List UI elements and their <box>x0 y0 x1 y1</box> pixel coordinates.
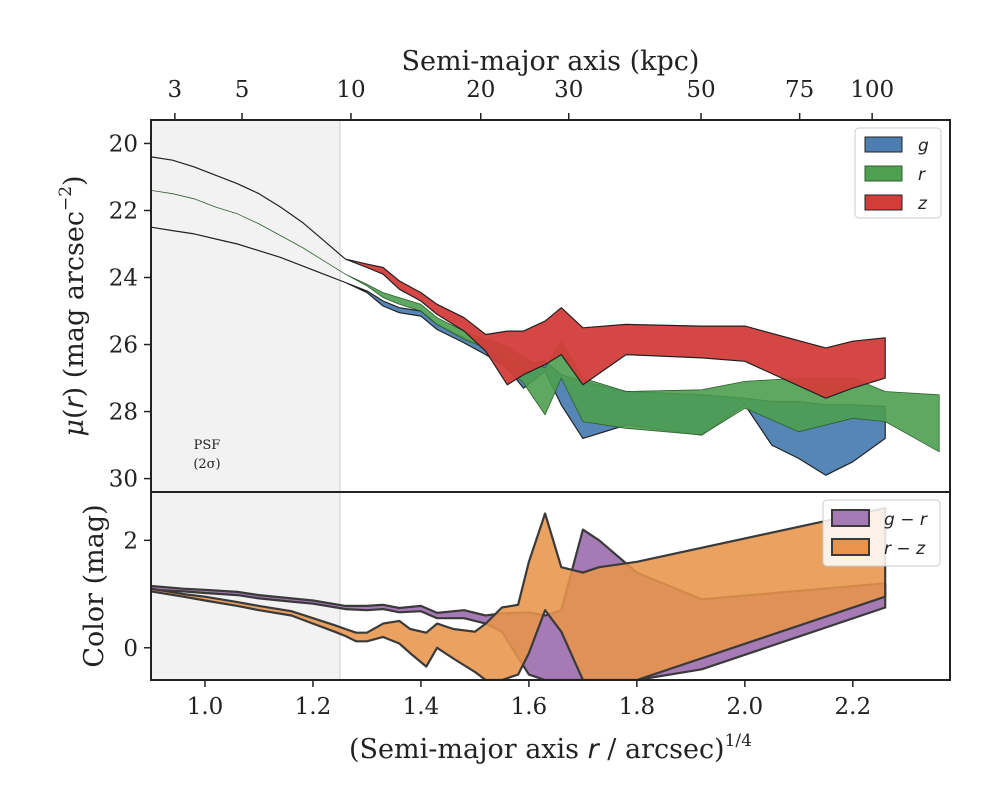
text-part: 1/4 <box>725 731 752 751</box>
legend-label-z: z <box>917 194 928 214</box>
band-r <box>151 189 940 453</box>
text-layer: 20 22 24 26 28 30 0 2 1.0 1.2 1.4 1.6 1.8 2.0 2.2 3 5 10 2… <box>56 46 894 765</box>
text-part: g <box>884 510 895 530</box>
ytick-label-top: 30 <box>109 467 138 493</box>
legend-label-r: r <box>918 165 926 185</box>
x-axis-title: (Semi-major axis r / arcsec)1/4 <box>349 731 752 765</box>
band-z <box>151 156 886 399</box>
ytick-label-bottom: 0 <box>123 636 138 662</box>
xtick-label: 1.6 <box>511 694 548 720</box>
legend-label-g: g <box>918 136 929 156</box>
text-part: ) <box>59 175 90 186</box>
psf-sublabel: (2σ) <box>193 457 220 472</box>
xtick-label: 1.0 <box>187 694 224 720</box>
top-xtick-label: 75 <box>785 77 814 103</box>
text-part: ) (mag arcsec <box>59 211 90 397</box>
ytick-label-top: 26 <box>109 333 138 359</box>
ytick-label-top: 22 <box>109 198 138 224</box>
xtick-label: 2.0 <box>727 694 764 720</box>
top-xtick-label: 50 <box>686 77 715 103</box>
ytick-label-top: 20 <box>109 131 138 157</box>
top-panel-series <box>151 156 940 476</box>
bottom-panel-series <box>151 507 887 680</box>
psf-label: PSF <box>194 438 221 453</box>
text-part: r <box>59 395 90 408</box>
band-r-minus-z <box>151 507 887 680</box>
top-xtick-label: 5 <box>235 77 250 103</box>
psf-region <box>151 120 340 680</box>
xtick-label: 2.2 <box>835 694 872 720</box>
text-part: r <box>588 734 601 765</box>
xtick-label: 1.4 <box>403 694 440 720</box>
legend-label-r-minus-z: r − z <box>884 539 926 559</box>
text-part: r <box>920 510 928 530</box>
legend-swatch-g <box>864 136 903 153</box>
top-xtick-label: 100 <box>850 77 894 103</box>
legend-swatch-r-minus-z <box>831 538 870 556</box>
text-part: r <box>884 539 892 559</box>
ytick-label-top: 28 <box>109 400 138 426</box>
text-part: μ <box>59 419 90 437</box>
legend-swatch-r <box>864 165 903 182</box>
legend-top: grz <box>854 127 942 219</box>
legend-bottom: g − rr − z <box>822 499 941 567</box>
ytick-label-bottom: 2 <box>123 528 138 554</box>
top-axis-title: Semi-major axis (kpc) <box>402 46 700 77</box>
top-xtick-label: 30 <box>554 77 583 103</box>
text-part: − <box>895 510 920 530</box>
text-part: (Semi-major axis <box>349 734 588 765</box>
data-layer <box>151 156 940 680</box>
ytick-label-top: 24 <box>109 266 138 292</box>
legend-swatch-z <box>864 194 903 211</box>
xtick-label: 1.8 <box>619 694 656 720</box>
text-part: ( <box>59 408 90 419</box>
text-part: / arcsec) <box>599 734 725 765</box>
background-layer <box>151 120 341 680</box>
legend-swatch-g-minus-r <box>831 509 870 527</box>
y-axis-title-top: μ(r) (mag arcsec−2) <box>56 175 90 436</box>
bottom-panel-frame <box>150 491 951 681</box>
top-xtick-label: 10 <box>336 77 365 103</box>
xtick-label: 1.2 <box>295 694 332 720</box>
legend-label-g-minus-r: g − r <box>884 510 928 530</box>
top-xtick-label: 20 <box>466 77 495 103</box>
top-xtick-label: 3 <box>168 77 183 103</box>
y-axis-title-bottom: Color (mag) <box>79 504 110 667</box>
text-part: −2 <box>56 186 76 211</box>
text-part: − <box>891 539 916 559</box>
text-part: z <box>915 539 926 559</box>
